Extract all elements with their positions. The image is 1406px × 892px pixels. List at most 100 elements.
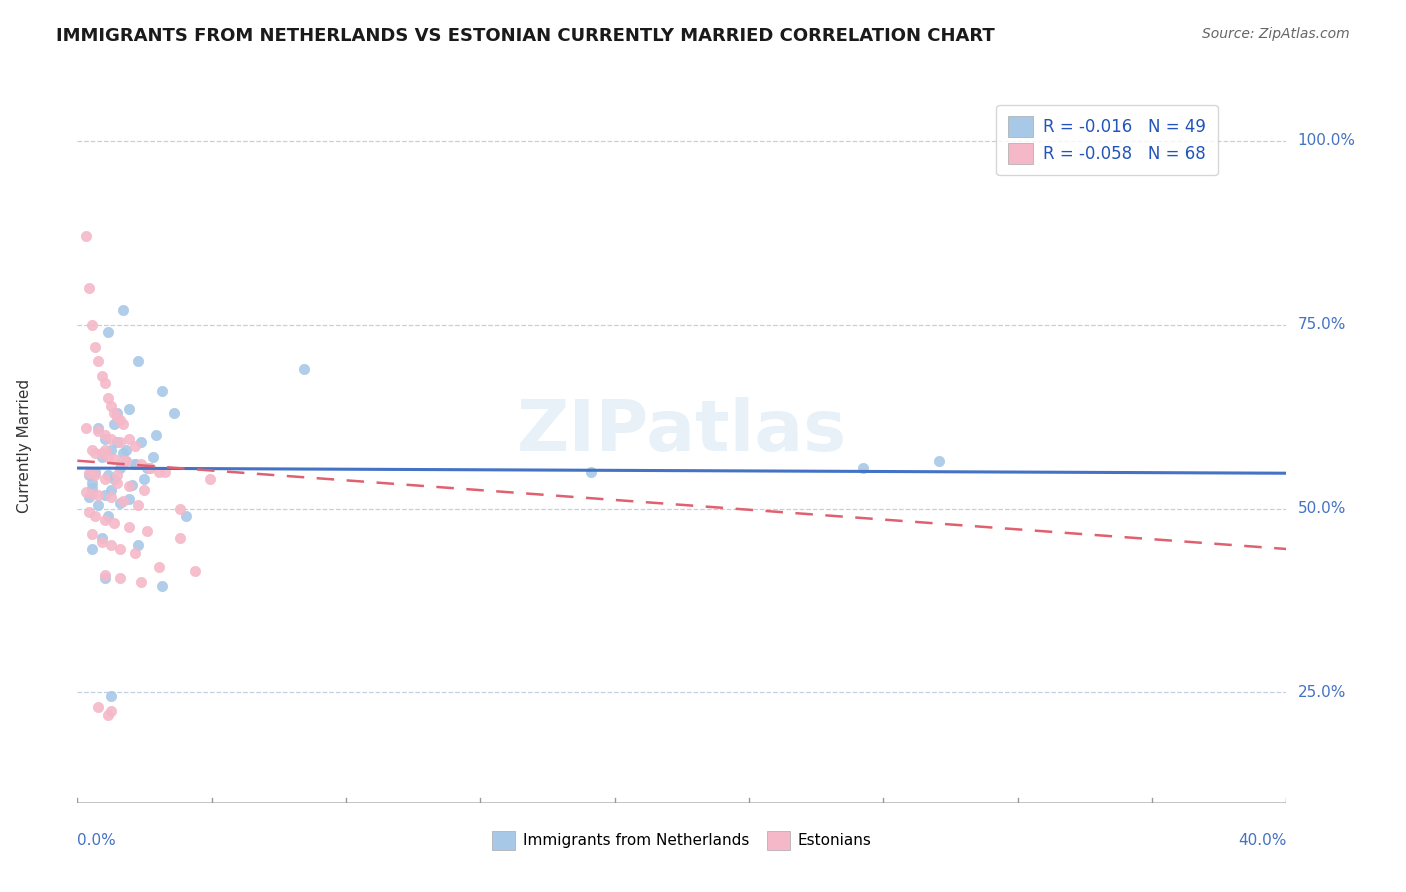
Legend: Immigrants from Netherlands, Estonians: Immigrants from Netherlands, Estonians <box>486 825 877 855</box>
Point <box>93 512 115 526</box>
Point <box>82 527 104 541</box>
Point <box>142 450 165 464</box>
Point <box>111 417 134 431</box>
Point <box>79 468 101 483</box>
Point <box>96 508 118 523</box>
Point <box>82 318 104 332</box>
Point <box>103 516 125 531</box>
Point <box>163 406 186 420</box>
Point <box>90 534 112 549</box>
Point <box>100 704 122 718</box>
Point <box>129 435 152 450</box>
Point <box>79 281 101 295</box>
Point <box>150 579 173 593</box>
Point <box>84 508 107 523</box>
Point <box>84 340 107 354</box>
Point <box>100 442 122 457</box>
Point <box>105 435 128 450</box>
Point <box>100 491 122 505</box>
Point <box>100 689 122 703</box>
Point <box>103 451 125 466</box>
Point <box>129 575 152 590</box>
Point <box>148 560 170 574</box>
Point <box>139 461 162 475</box>
Point <box>108 571 131 585</box>
Text: Source: ZipAtlas.com: Source: ZipAtlas.com <box>1202 27 1350 41</box>
Text: 25.0%: 25.0% <box>1298 685 1346 700</box>
Point <box>124 546 146 560</box>
Point <box>75 229 97 244</box>
Point <box>135 524 157 538</box>
Point <box>108 413 131 427</box>
Point <box>124 458 146 472</box>
Point <box>118 491 141 506</box>
Point <box>169 531 191 545</box>
Point <box>200 472 222 486</box>
Point <box>100 432 122 446</box>
Point <box>292 361 315 376</box>
Point <box>127 538 149 552</box>
Point <box>150 384 173 398</box>
Point <box>79 467 101 481</box>
Point <box>124 439 146 453</box>
Point <box>114 453 136 467</box>
Text: ZIPatlas: ZIPatlas <box>517 397 846 467</box>
Point <box>90 369 112 384</box>
Point <box>111 453 134 467</box>
Point <box>87 700 110 714</box>
Point <box>145 428 167 442</box>
Point <box>103 472 125 486</box>
Point <box>87 425 110 439</box>
Point <box>96 450 118 464</box>
Point <box>132 472 155 486</box>
Point <box>90 446 112 460</box>
Point <box>96 468 118 483</box>
Text: 100.0%: 100.0% <box>1298 133 1355 148</box>
Point <box>127 354 149 368</box>
Point <box>111 494 134 508</box>
Point <box>132 483 155 497</box>
Point <box>108 435 131 450</box>
Point <box>96 325 118 339</box>
Point <box>90 531 112 545</box>
Point <box>169 501 191 516</box>
Point <box>118 520 141 534</box>
Point <box>105 468 128 483</box>
Point <box>111 302 134 317</box>
Point <box>82 481 104 495</box>
Point <box>103 417 125 431</box>
Point <box>105 475 128 490</box>
Point <box>93 488 115 502</box>
Point <box>79 491 101 505</box>
Point <box>79 505 101 519</box>
Point <box>139 461 162 475</box>
Point <box>93 376 115 391</box>
Point <box>93 567 115 582</box>
Point <box>153 465 176 479</box>
Point <box>108 496 131 510</box>
Point <box>114 442 136 457</box>
Point <box>90 450 112 464</box>
Point <box>84 468 107 483</box>
Point <box>82 475 104 490</box>
Point <box>118 402 141 417</box>
Point <box>100 483 122 497</box>
Point <box>118 479 141 493</box>
Point <box>75 485 97 500</box>
Text: Currently Married: Currently Married <box>17 379 32 513</box>
Point <box>108 541 131 556</box>
Point <box>82 487 104 501</box>
Point <box>100 538 122 552</box>
Point <box>87 498 110 512</box>
Point <box>100 399 122 413</box>
Text: 40.0%: 40.0% <box>1239 833 1286 848</box>
Point <box>93 428 115 442</box>
Point <box>103 406 125 420</box>
Point <box>105 406 128 420</box>
Point <box>129 458 152 472</box>
Text: 75.0%: 75.0% <box>1298 318 1346 332</box>
Point <box>96 707 118 722</box>
Point <box>124 458 146 472</box>
Point <box>121 478 143 492</box>
Text: 50.0%: 50.0% <box>1298 501 1346 516</box>
